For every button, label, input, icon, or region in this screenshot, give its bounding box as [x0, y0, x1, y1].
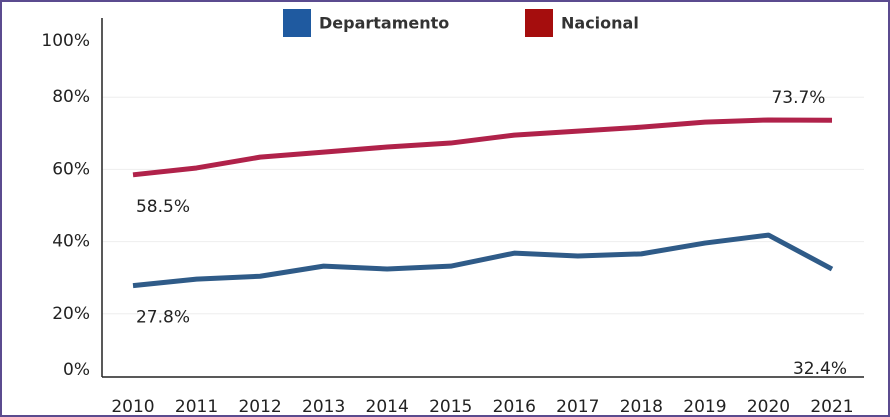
x-tick-label: 2016 — [493, 397, 536, 417]
legend-swatch — [525, 9, 553, 37]
data-label: 58.5% — [136, 197, 190, 217]
x-tick-label: 2013 — [302, 397, 345, 417]
x-tick-label: 2020 — [747, 397, 790, 417]
legend-label: Departamento — [319, 14, 449, 33]
x-tick-label: 2018 — [620, 397, 663, 417]
y-tick-label: 100% — [41, 31, 90, 51]
y-tick-label: 0% — [63, 360, 90, 380]
x-tick-label: 2014 — [366, 397, 409, 417]
y-tick-label: 40% — [52, 232, 90, 252]
x-tick-label: 2011 — [175, 397, 218, 417]
legend-label: Nacional — [561, 14, 639, 33]
legend-swatch — [283, 9, 311, 37]
series-line — [132, 232, 834, 289]
x-tick-label: 2012 — [238, 397, 281, 417]
x-tick-label: 2019 — [683, 397, 726, 417]
y-tick-label: 80% — [52, 87, 90, 107]
y-tick-label: 20% — [52, 304, 90, 324]
series-line — [132, 117, 833, 178]
x-tick-label: 2015 — [429, 397, 472, 417]
x-tick-label: 2010 — [111, 397, 154, 417]
data-label: 73.7% — [771, 88, 825, 108]
y-tick-label: 60% — [52, 159, 90, 179]
x-tick-label: 2017 — [556, 397, 599, 417]
x-tick-label: 2021 — [810, 397, 853, 417]
data-label: 27.8% — [136, 308, 190, 328]
data-label: 32.4% — [793, 359, 847, 379]
